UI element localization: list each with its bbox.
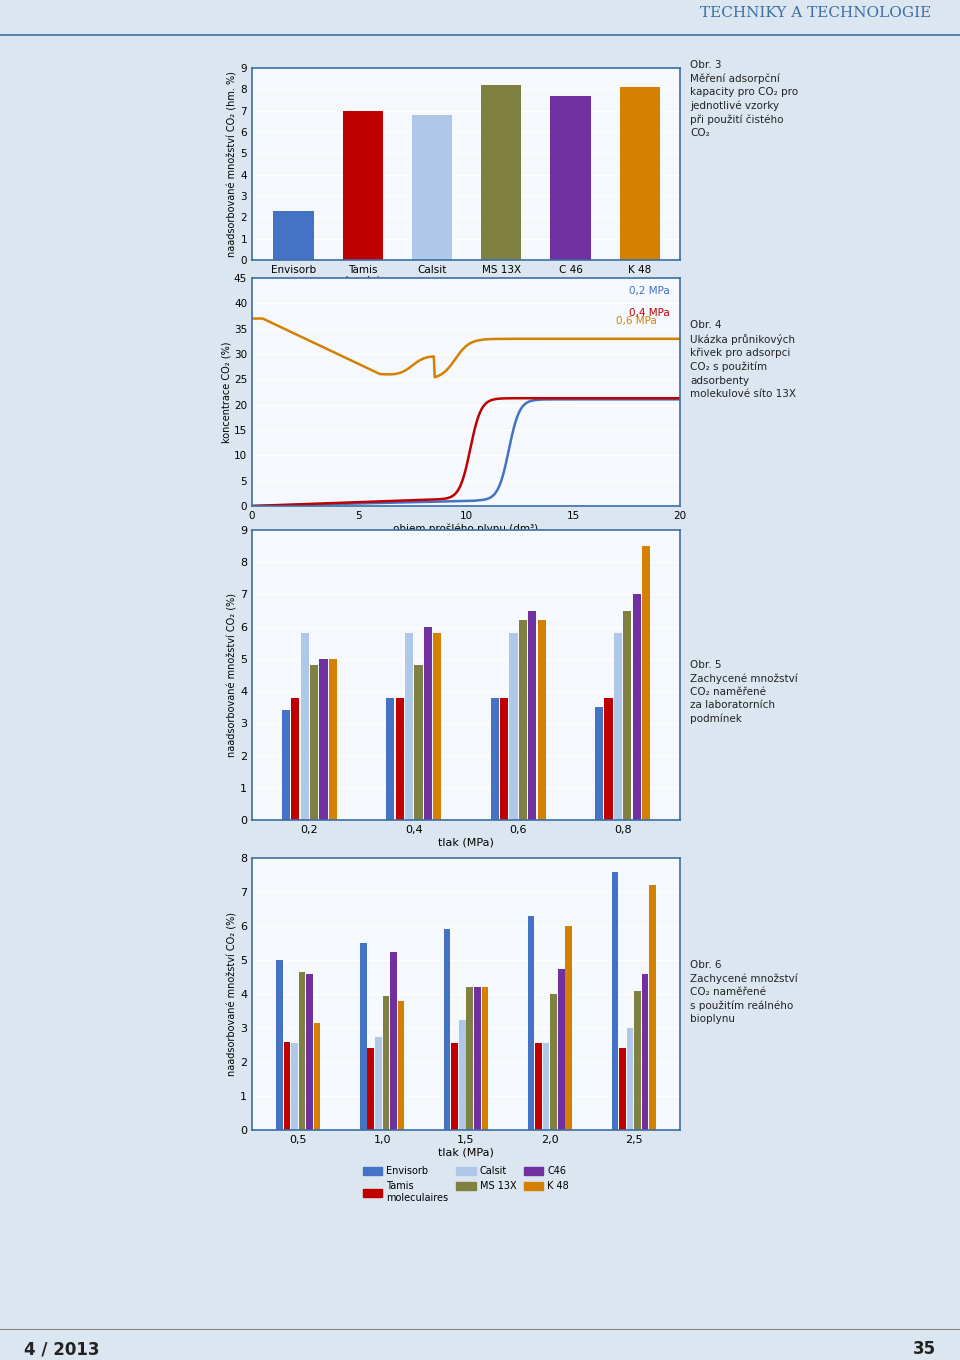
Text: 35: 35 bbox=[913, 1340, 936, 1359]
Bar bbox=[623, 611, 632, 820]
Bar bbox=[360, 942, 367, 1130]
Bar bbox=[613, 634, 622, 820]
Bar bbox=[386, 698, 395, 820]
Bar bbox=[528, 915, 535, 1130]
Bar bbox=[595, 707, 603, 820]
Text: 0,4 MPa: 0,4 MPa bbox=[629, 307, 669, 317]
Text: Obr. 6
Zachycené množství
CO₂ naměřené
s použitím reálného
bioplynu: Obr. 6 Zachycené množství CO₂ naměřené s… bbox=[690, 960, 798, 1024]
Bar bbox=[565, 926, 572, 1130]
Bar bbox=[274, 211, 314, 260]
Bar bbox=[328, 658, 337, 820]
Bar bbox=[299, 972, 305, 1130]
Bar bbox=[291, 698, 300, 820]
Bar bbox=[550, 95, 590, 260]
Bar bbox=[528, 611, 537, 820]
Bar bbox=[382, 996, 389, 1130]
Bar bbox=[300, 634, 309, 820]
Y-axis label: koncentrace CO₂ (%): koncentrace CO₂ (%) bbox=[221, 341, 231, 443]
Bar bbox=[481, 86, 521, 260]
Bar bbox=[500, 698, 508, 820]
Bar bbox=[306, 974, 313, 1130]
X-axis label: tlak (MPa): tlak (MPa) bbox=[438, 1148, 494, 1157]
Bar bbox=[612, 872, 618, 1130]
Bar bbox=[282, 710, 290, 820]
Bar bbox=[627, 1028, 634, 1130]
Bar bbox=[538, 620, 546, 820]
Y-axis label: naadsorbované množství CO₂ (%): naadsorbované množství CO₂ (%) bbox=[228, 913, 237, 1076]
Legend: Envisorb, Tamis
moleculaires, Calsit, MS 13X, C46, K 48: Envisorb, Tamis moleculaires, Calsit, MS… bbox=[359, 858, 573, 902]
Bar bbox=[405, 634, 413, 820]
Bar bbox=[642, 974, 649, 1130]
Bar bbox=[451, 1043, 458, 1130]
Bar bbox=[396, 698, 404, 820]
Bar bbox=[642, 547, 650, 820]
Bar bbox=[605, 698, 612, 820]
Bar bbox=[482, 987, 489, 1130]
Bar bbox=[412, 116, 452, 260]
Y-axis label: naadsorbované množství CO₂ (hm. %): naadsorbované množství CO₂ (hm. %) bbox=[228, 71, 238, 257]
Text: Obr. 4
Ukázka průnikových
křivek pro adsorpci
CO₂ s použitím
adsorbenty
molekulo: Obr. 4 Ukázka průnikových křivek pro ads… bbox=[690, 320, 796, 398]
Bar bbox=[375, 1036, 382, 1130]
Text: Obr. 5
Zachycené množství
CO₂ naměřené
za laboratorních
podmínek: Obr. 5 Zachycené množství CO₂ naměřené z… bbox=[690, 660, 798, 724]
Bar bbox=[423, 627, 432, 820]
Bar bbox=[518, 620, 527, 820]
Bar bbox=[283, 1042, 290, 1130]
Bar bbox=[635, 990, 641, 1130]
Bar bbox=[368, 1049, 374, 1130]
Text: 0,6 MPa: 0,6 MPa bbox=[615, 316, 657, 326]
Bar bbox=[444, 929, 450, 1130]
Text: TECHNIKY A TECHNOLOGIE: TECHNIKY A TECHNOLOGIE bbox=[700, 7, 931, 20]
Bar bbox=[314, 1023, 321, 1130]
Bar bbox=[397, 1001, 404, 1130]
Bar bbox=[536, 1043, 541, 1130]
Bar bbox=[415, 665, 422, 820]
Text: 4 / 2013: 4 / 2013 bbox=[24, 1340, 100, 1359]
Bar bbox=[390, 952, 396, 1130]
Bar bbox=[649, 885, 656, 1130]
Y-axis label: naadsorbované množství CO₂ (%): naadsorbované množství CO₂ (%) bbox=[228, 593, 237, 758]
Legend: Envisorb, Tamis
moleculaires, Calsit, MS 13X, C46, K 48: Envisorb, Tamis moleculaires, Calsit, MS… bbox=[359, 1163, 573, 1206]
Bar bbox=[459, 1020, 466, 1130]
Bar bbox=[558, 968, 564, 1130]
Bar bbox=[310, 665, 319, 820]
Bar bbox=[474, 987, 481, 1130]
Bar bbox=[510, 634, 517, 820]
Bar bbox=[276, 960, 282, 1130]
Bar bbox=[550, 994, 557, 1130]
Bar bbox=[620, 87, 660, 260]
X-axis label: tlak (MPa): tlak (MPa) bbox=[438, 838, 494, 847]
Text: Obr. 3
Měření adsorpční
kapacity pro CO₂ pro
jednotlivé vzorky
při použití čisté: Obr. 3 Měření adsorpční kapacity pro CO₂… bbox=[690, 60, 798, 139]
Bar bbox=[433, 634, 442, 820]
Bar bbox=[619, 1049, 626, 1130]
Text: 0,2 MPa: 0,2 MPa bbox=[629, 286, 669, 295]
Bar bbox=[467, 987, 473, 1130]
X-axis label: objem prošlého plynu (dm³): objem prošlého plynu (dm³) bbox=[394, 524, 539, 534]
Bar bbox=[291, 1043, 298, 1130]
Bar bbox=[320, 658, 327, 820]
Bar bbox=[343, 110, 383, 260]
Bar bbox=[491, 698, 499, 820]
Bar bbox=[542, 1043, 549, 1130]
Bar bbox=[633, 594, 641, 820]
